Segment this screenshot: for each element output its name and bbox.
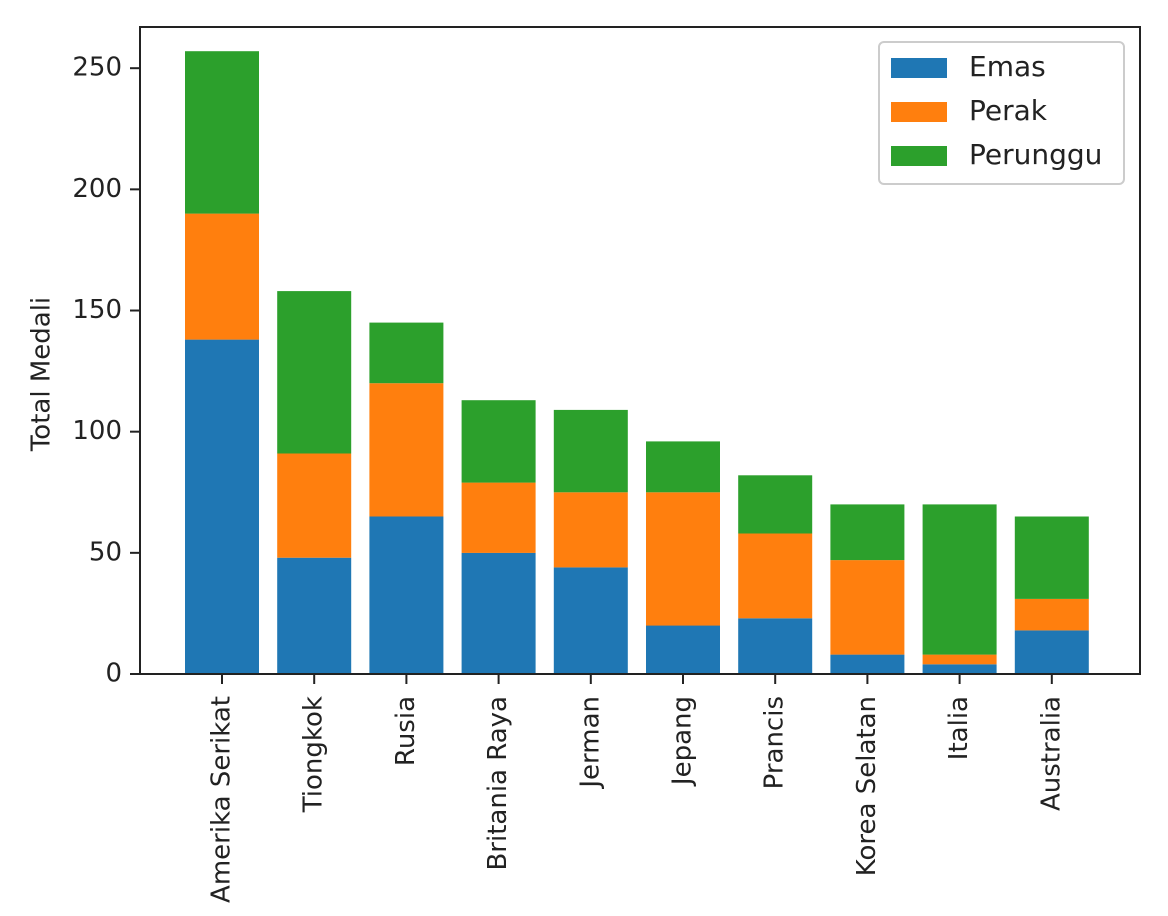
plot-frame [139,26,1141,675]
bar-emas-7 [830,654,905,674]
bar-perak-4 [553,492,628,568]
legend-label-perak: Perak [969,94,1048,127]
legend: Emas Perak Perunggu [878,41,1125,185]
bar-perak-2 [369,383,444,517]
y-axis-title: Total Medali [27,297,57,452]
bar-perunggu-1 [277,291,352,454]
x-tick-label: Britania Raya [483,696,513,871]
bar-perunggu-9 [1014,516,1089,599]
x-tick-label: Tiongkok [299,696,329,813]
y-tick-label: 50 [89,537,122,567]
legend-label-perunggu: Perunggu [969,138,1102,171]
x-tick-label: Korea Selatan [852,696,882,876]
bar-perunggu-6 [738,475,813,534]
x-tick-label: Amerika Serikat [207,696,237,903]
bar-perunggu-2 [369,322,444,384]
bar-emas-5 [646,625,720,674]
legend-label-emas: Emas [969,50,1046,83]
bar-perak-9 [1014,598,1089,631]
y-tick-label: 0 [105,659,122,689]
bar-perak-8 [922,654,997,665]
y-tick-label: 100 [72,416,122,446]
bar-perak-5 [646,492,720,626]
bar-perunggu-3 [461,400,536,483]
y-tick-label: 250 [72,53,122,83]
bar-emas-1 [277,557,352,674]
legend-swatch-perak [891,102,947,122]
y-tick-label: 200 [72,174,122,204]
bar-perak-7 [830,560,905,655]
bars-layer [185,51,1089,674]
axes-layer: 0 50 100 150 200 250 Amerika Serikat Tiongkok Ru… [72,26,1141,903]
bar-emas-0 [185,339,259,674]
bar-perunggu-8 [922,504,997,655]
bar-perak-0 [185,213,259,340]
bar-emas-4 [553,567,628,674]
legend-swatch-emas [891,58,947,78]
bar-emas-8 [922,664,997,674]
x-tick-label: Italia [944,696,974,760]
legend-swatch-perunggu [891,146,947,166]
bar-emas-9 [1014,630,1089,674]
bar-perak-3 [461,482,536,553]
bar-perunggu-5 [646,441,720,493]
x-tick-label: Rusia [391,696,421,766]
bar-perak-6 [738,533,813,619]
bar-emas-3 [461,552,536,674]
bar-perunggu-4 [553,409,628,493]
y-tick-label: 150 [72,295,122,325]
x-tick-label: Australia [1036,696,1066,811]
bar-perunggu-0 [185,51,259,214]
x-tick-label: Jepang [668,696,698,787]
bar-emas-2 [369,516,444,674]
bar-emas-6 [738,618,813,674]
bar-perak-1 [277,453,352,558]
bar-perunggu-7 [830,504,905,561]
x-tick-label: Jerman [575,696,605,790]
x-tick-label: Prancis [760,696,790,789]
